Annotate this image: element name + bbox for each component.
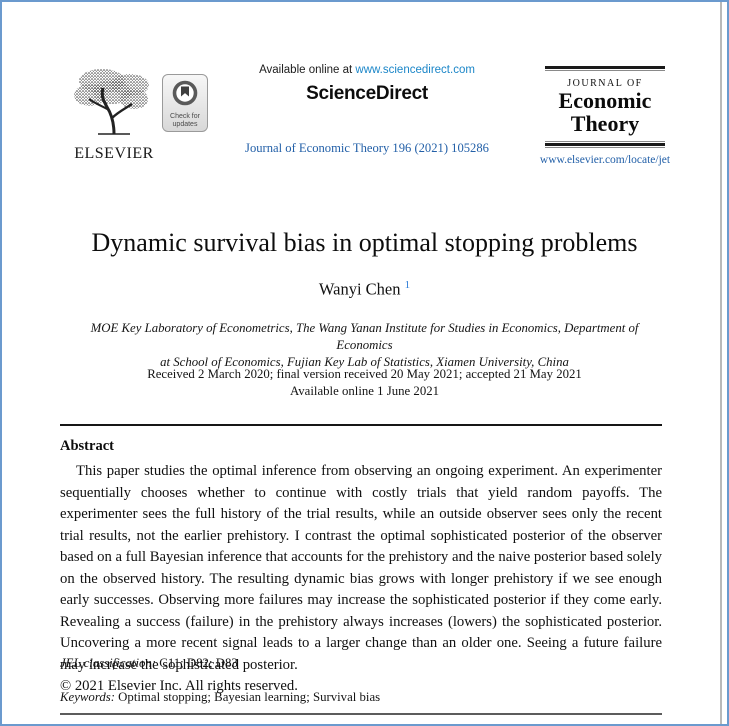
jel-classification-line: JEL classification: C11; D82; D83: [60, 656, 238, 671]
received-dates: Received 2 March 2020; final version rec…: [147, 367, 582, 381]
elsevier-wordmark: ELSEVIER: [74, 145, 154, 162]
masthead-title-line1: Economic: [558, 88, 652, 113]
sciencedirect-logo: ScienceDirect: [306, 83, 428, 104]
jel-codes: C11; D82; D83: [156, 656, 238, 670]
abstract-rule-top: [60, 424, 662, 426]
affiliation-line2: at School of Economics, Fujian Key Lab o…: [160, 355, 569, 369]
available-online-date: Available online 1 June 2021: [289, 384, 440, 398]
page-edge: [720, 2, 722, 724]
available-online-line: Available online at www.sciencedirect.co…: [234, 64, 500, 76]
masthead-rule-top-thin: [545, 70, 665, 71]
check-for-updates-badge[interactable]: Check for updates: [162, 74, 208, 132]
keywords-line: Keywords: Optimal stopping; Bayesian lea…: [60, 690, 380, 705]
journal-citation-link[interactable]: Journal of Economic Theory 196 (2021) 10…: [245, 141, 489, 155]
affiliation-line1: MOE Key Laboratory of Econometrics, The …: [90, 321, 639, 352]
page-title: Dynamic survival bias in optimal stoppin…: [91, 228, 638, 257]
journal-homepage-url[interactable]: www.elsevier.com/locate/jet: [539, 154, 671, 166]
masthead-rule-bottom: [545, 141, 665, 148]
journal-masthead: JOURNAL OF Economic Theory: [545, 66, 665, 148]
abstract-paragraph: This paper studies the optimal inference…: [60, 463, 662, 673]
abstract-heading: Abstract: [60, 438, 114, 454]
elsevier-logo: ELSEVIER: [64, 66, 164, 163]
masthead-rule-bottom-thick: [545, 143, 665, 146]
masthead-rule-bottom-thin1: [545, 141, 665, 142]
affiliation: MOE Key Laboratory of Econometrics, The …: [62, 320, 667, 371]
footer-rule: [60, 713, 662, 715]
jel-label: JEL classification:: [60, 656, 157, 670]
abstract-body: This paper studies the optimal inference…: [60, 461, 662, 698]
sciencedirect-link[interactable]: www.sciencedirect.com: [355, 64, 475, 76]
journal-homepage-link[interactable]: www.elsevier.com/locate/jet: [530, 154, 680, 166]
keywords-values: Optimal stopping; Bayesian learning; Sur…: [114, 690, 381, 704]
author-name: Wanyi Chen: [318, 279, 401, 299]
masthead-kicker: JOURNAL OF: [567, 78, 643, 89]
article-dates: Received 2 March 2020; final version rec…: [62, 366, 667, 400]
crossmark-icon: [172, 80, 198, 106]
header-center: Available online at www.sciencedirect.co…: [234, 64, 500, 105]
badge-label-line1: Check for: [170, 113, 200, 120]
badge-label-line2: updates: [172, 121, 198, 128]
author-footnote-marker[interactable]: 1: [404, 279, 411, 291]
masthead-title-line2: Theory: [570, 111, 640, 136]
keywords-label: Keywords:: [60, 690, 115, 704]
badge-label: Check for updates: [163, 113, 207, 129]
masthead-rule-top-thick: [545, 66, 665, 69]
available-online-prefix: Available online at: [259, 64, 356, 76]
masthead-rule-bottom-thin2: [545, 147, 665, 148]
elsevier-tree-icon: [74, 69, 149, 135]
author-line: Wanyi Chen 1: [42, 279, 687, 300]
copyright-line: © 2021 Elsevier Inc. All rights reserved…: [60, 678, 298, 694]
